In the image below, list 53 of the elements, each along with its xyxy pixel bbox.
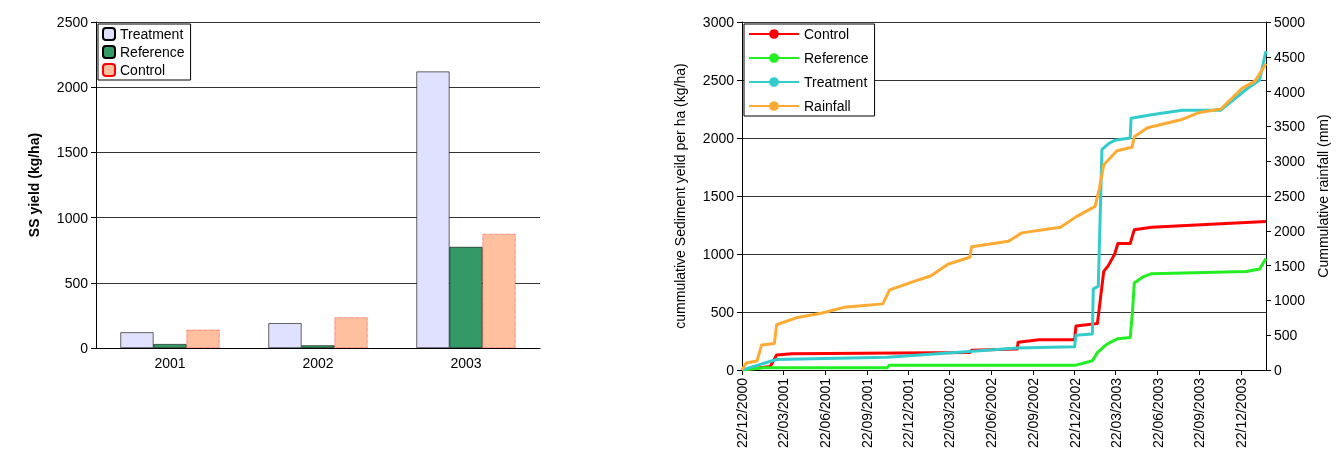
x-tick-label: 2002 — [302, 355, 334, 371]
x-tick-label: 2001 — [154, 355, 186, 371]
x-tick-label: 22/09/2001 — [858, 377, 875, 449]
y2-tick-label: 0 — [1273, 362, 1282, 378]
x-tick-label: 22/03/2002 — [941, 377, 958, 449]
y2-tick-label: 2000 — [1273, 222, 1306, 239]
x-tick-label: 22/06/2001 — [816, 377, 833, 449]
y-tick-label: 3000 — [702, 14, 735, 30]
y-tick-label: 0 — [726, 362, 735, 378]
legend-label: Reference — [804, 50, 869, 66]
y-tick-label: 500 — [64, 274, 89, 291]
y2-tick-label: 5000 — [1273, 14, 1306, 30]
y2-tick-label: 2500 — [1273, 188, 1306, 204]
y-tick-label: 1000 — [702, 246, 735, 262]
y2-tick-label: 3000 — [1273, 153, 1306, 170]
legend-label: Treatment — [804, 74, 868, 90]
y-tick-label: 1000 — [56, 209, 89, 226]
x-tick-label: 22/12/2000 — [734, 377, 750, 449]
y2-tick-label: 4000 — [1273, 83, 1306, 100]
x-tick-label: 22/09/2003 — [1191, 377, 1208, 449]
y2-tick-label: 3500 — [1273, 118, 1306, 135]
y2-tick-label: 1000 — [1273, 292, 1306, 309]
y2-tick-label: 4500 — [1273, 48, 1306, 65]
y2-tick-label: 1500 — [1273, 257, 1306, 274]
x-tick-label: 22/12/2002 — [1066, 377, 1083, 449]
y-tick-label: 2500 — [702, 72, 735, 88]
y2-tick-label: 500 — [1273, 327, 1298, 344]
legend-label: Rainfall — [804, 98, 851, 114]
x-tick-label: 22/09/2002 — [1025, 377, 1042, 449]
y-tick-label: 2500 — [56, 14, 89, 30]
y-tick-label: 0 — [80, 340, 89, 356]
legend-label: Control — [804, 26, 850, 42]
y-tick-label: 1500 — [56, 144, 89, 161]
y-axis-title: SS yield (kg/ha) — [26, 132, 42, 238]
bar — [186, 329, 220, 348]
y2-axis-title: Cummulative rainfall (mm) — [1315, 114, 1331, 278]
x-tick-label: 22/03/2001 — [775, 377, 792, 449]
legend-label: Treatment — [120, 26, 184, 42]
x-tick-label: 22/06/2002 — [983, 377, 1000, 449]
y-tick-label: 500 — [710, 304, 735, 320]
bar — [334, 317, 368, 348]
legend-label: Control — [120, 62, 166, 78]
legend-label: Reference — [120, 44, 185, 60]
x-tick-label: 22/03/2003 — [1107, 377, 1124, 449]
x-tick-label: 22/06/2003 — [1149, 377, 1166, 449]
y-axis-title: cummulative Sediment yeild per ha (kg/ha) — [672, 63, 688, 329]
x-tick-label: 22/12/2003 — [1232, 377, 1249, 449]
bar — [482, 233, 516, 348]
y-tick-label: 1500 — [702, 188, 735, 204]
x-tick-label: 2003 — [450, 355, 482, 371]
y-tick-label: 2000 — [702, 130, 735, 146]
y-tick-label: 2000 — [56, 79, 89, 96]
x-tick-label: 22/12/2001 — [900, 377, 917, 449]
